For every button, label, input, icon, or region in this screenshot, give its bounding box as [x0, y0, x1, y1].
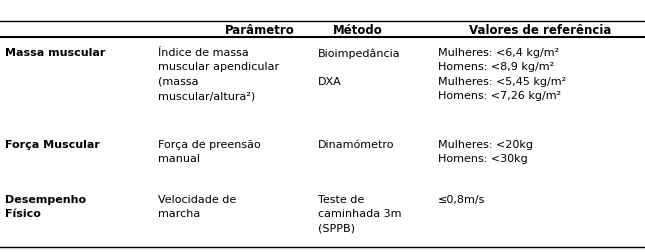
Text: Mulheres: <20kg
Homens: <30kg: Mulheres: <20kg Homens: <30kg [438, 139, 533, 164]
Text: ≤0,8m/s: ≤0,8m/s [438, 194, 486, 204]
Text: Índice de massa
muscular apendicular
(massa
muscular/altura²): Índice de massa muscular apendicular (ma… [158, 48, 279, 101]
Text: Força de preensão
manual: Força de preensão manual [158, 139, 261, 164]
Text: Massa muscular: Massa muscular [5, 48, 105, 58]
Text: Parâmetro: Parâmetro [225, 23, 295, 36]
Text: Desempenho
Físico: Desempenho Físico [5, 194, 86, 218]
Text: Método: Método [333, 23, 383, 36]
Text: Mulheres: <6,4 kg/m²
Homens: <8,9 kg/m²
Mulheres: <5,45 kg/m²
Homens: <7,26 kg/m: Mulheres: <6,4 kg/m² Homens: <8,9 kg/m² … [438, 48, 566, 101]
Text: Força Muscular: Força Muscular [5, 139, 100, 149]
Text: Valores de referência: Valores de referência [469, 23, 611, 36]
Text: Teste de
caminhada 3m
(SPPB): Teste de caminhada 3m (SPPB) [318, 194, 401, 233]
Text: Dinamómetro: Dinamómetro [318, 139, 395, 149]
Text: Velocidade de
marcha: Velocidade de marcha [158, 194, 236, 218]
Text: Bioimpedância

DXA: Bioimpedância DXA [318, 48, 401, 87]
